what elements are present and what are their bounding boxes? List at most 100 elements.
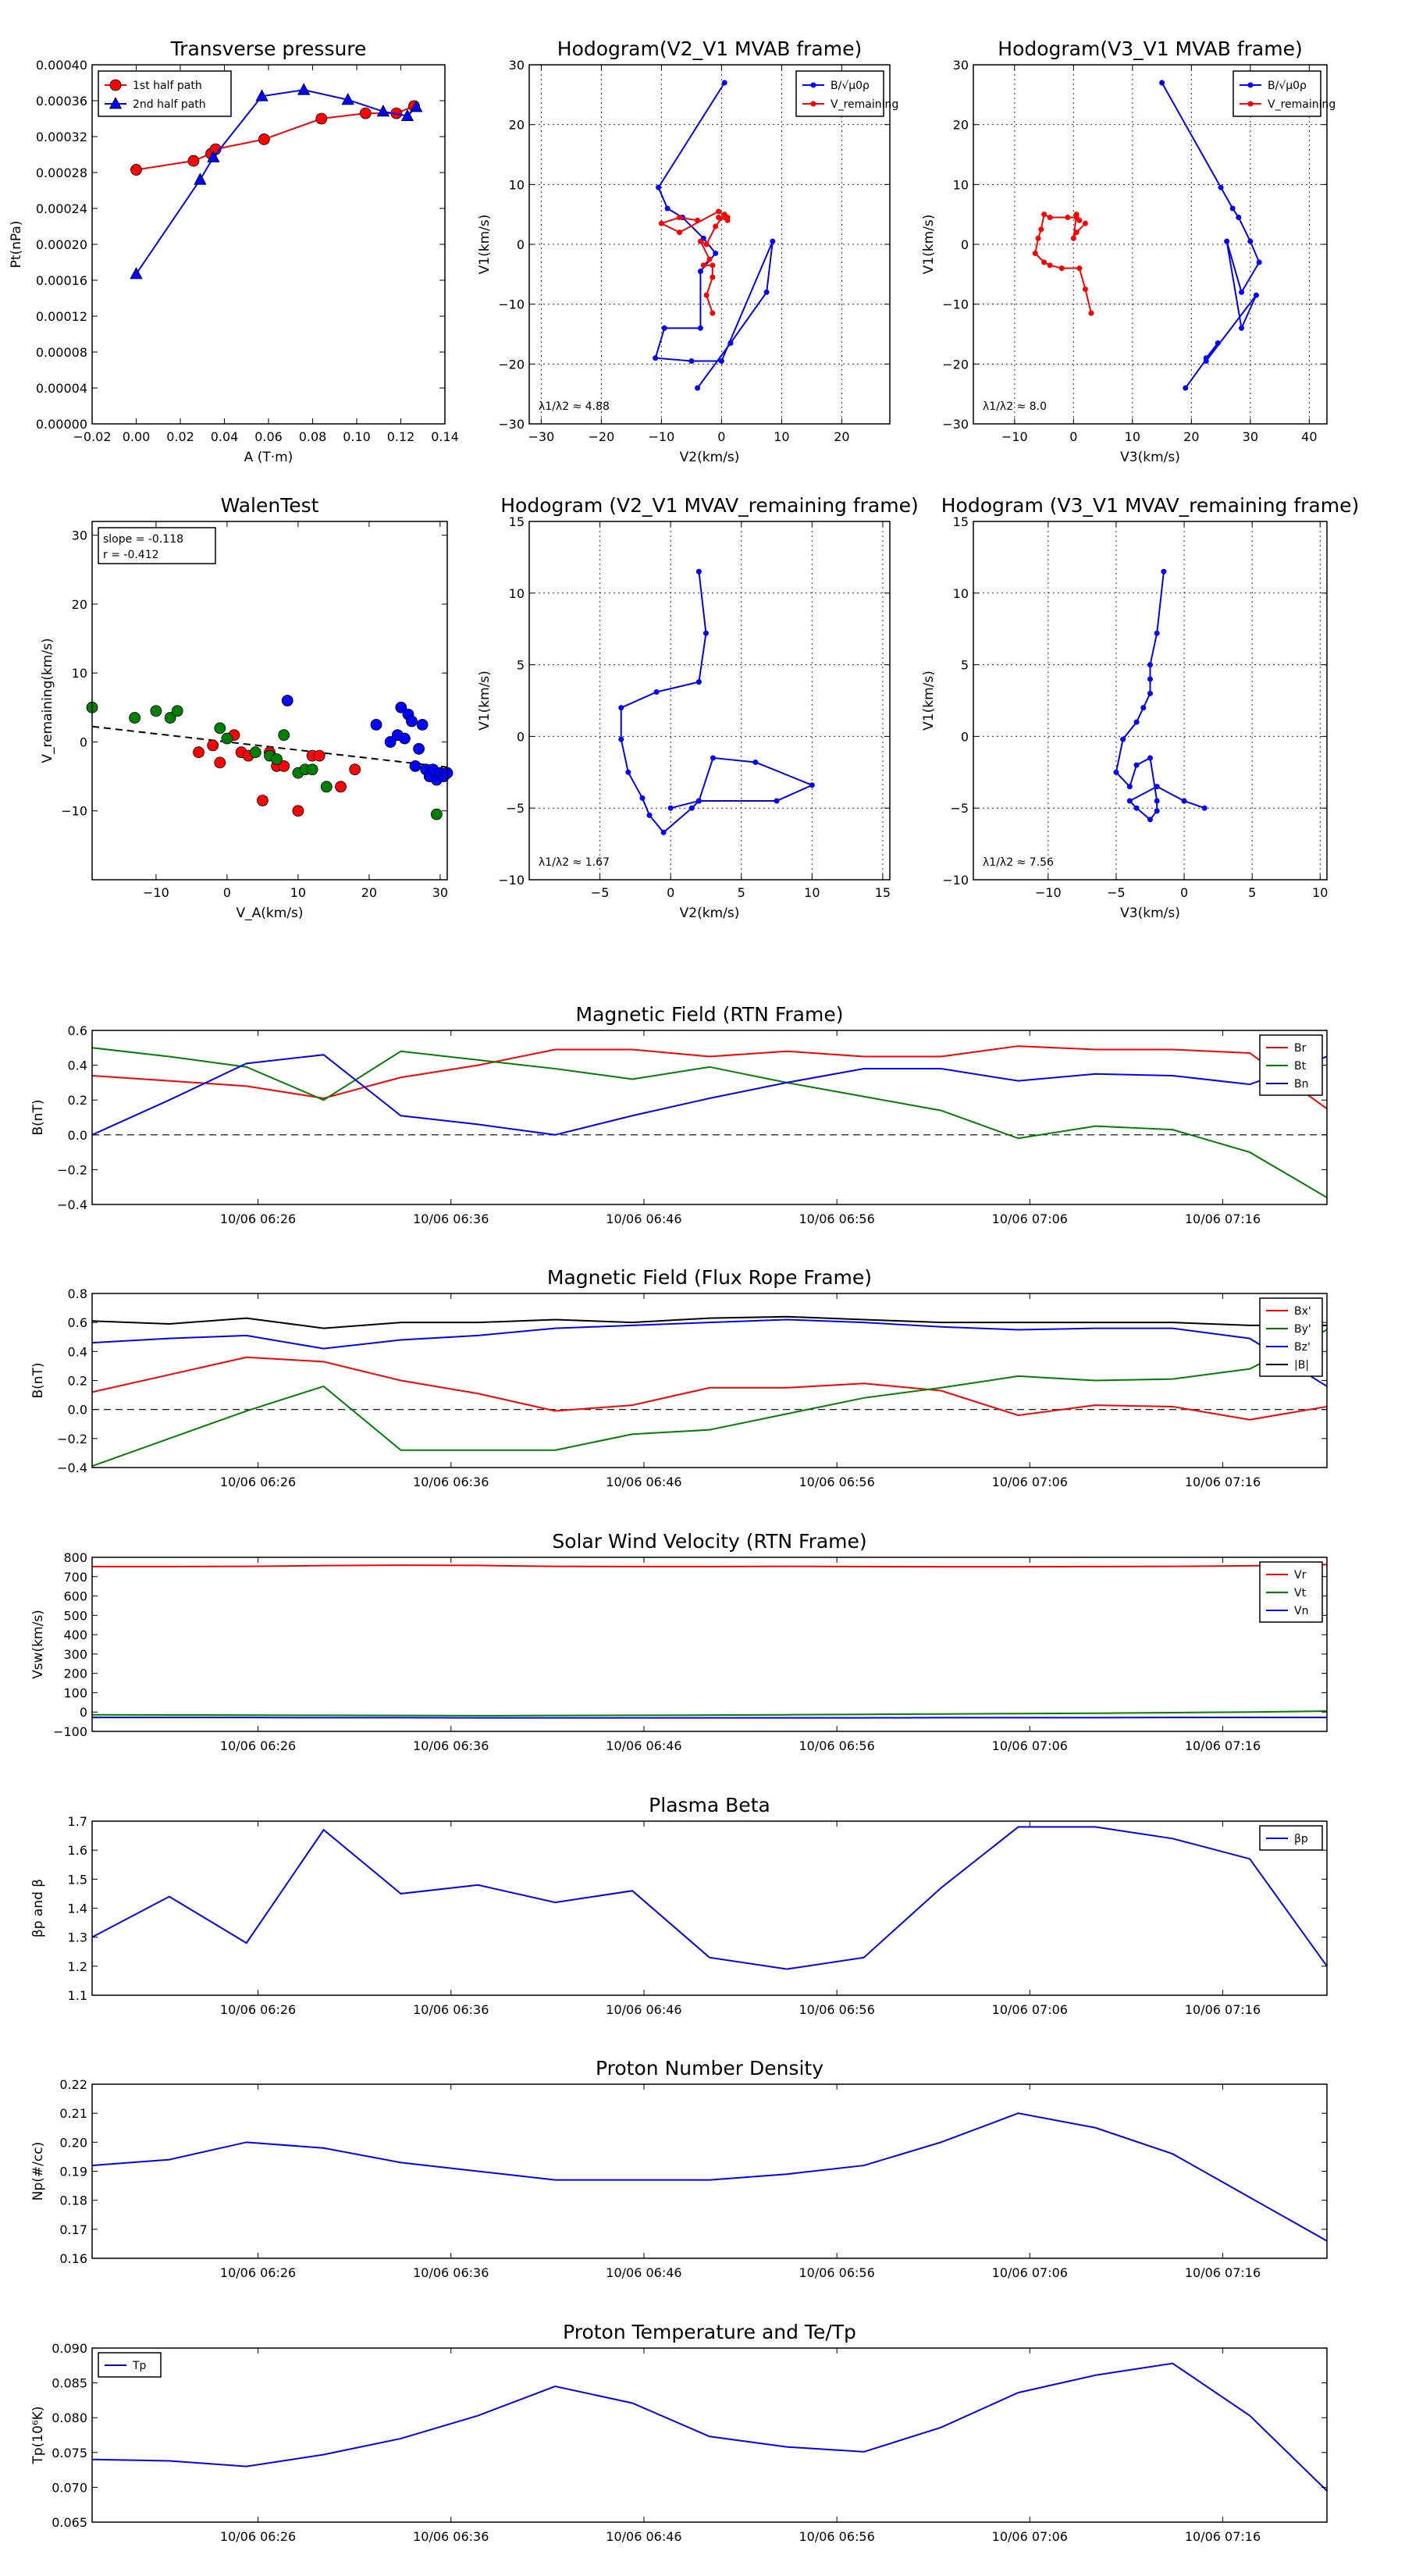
y-tick-label: −5 <box>950 801 969 816</box>
data-point <box>1203 355 1209 361</box>
axes-frame <box>91 1557 1328 1732</box>
x-tick-label: 10/06 06:26 <box>220 1475 296 1489</box>
x-axis-label: A (T·m) <box>244 450 293 465</box>
legend: Vr Vt Vn <box>1259 1561 1323 1623</box>
data-point <box>214 756 226 769</box>
y-tick-label: 0.00032 <box>36 130 87 144</box>
data-point <box>1041 259 1048 265</box>
data-point <box>1073 212 1080 218</box>
data-point <box>1133 762 1140 768</box>
y-tick-label: 0.090 <box>52 2341 87 2356</box>
data-point <box>335 781 347 793</box>
x-axis-label: V3(km/s) <box>1120 906 1180 921</box>
x-axis-label: V2(km/s) <box>680 906 740 921</box>
data-point <box>721 80 727 86</box>
axes-frame <box>528 521 891 881</box>
legend: Tp <box>98 2352 162 2378</box>
data-point <box>1161 568 1167 575</box>
x-tick-label: 10/06 06:56 <box>799 1212 874 1226</box>
x-tick-label: 10/06 06:56 <box>799 2002 874 2017</box>
chart-title: Magnetic Field (RTN Frame) <box>576 1003 844 1026</box>
x-tick-label: 20 <box>361 885 377 900</box>
y-tick-label: 0 <box>517 729 525 744</box>
axes-frame <box>91 2347 1328 2523</box>
y-axis-label: Pt(nPa) <box>9 221 24 269</box>
y-tick-label: 0.00012 <box>36 309 87 324</box>
data-point <box>194 173 207 185</box>
y-tick-label: 0.080 <box>52 2411 87 2425</box>
series-line-Vt <box>91 1710 1328 1717</box>
x-tick-label: 0 <box>223 885 231 900</box>
legend-label: 1st half path <box>133 80 202 92</box>
y-tick-label: 0.18 <box>59 2194 87 2208</box>
series-V_remaining <box>1032 212 1094 316</box>
y-tick-label: −5 <box>506 801 525 816</box>
y-tick-label: 0.21 <box>59 2106 87 2121</box>
series-blue <box>281 695 454 786</box>
y-tick-label: 500 <box>63 1608 87 1623</box>
y-tick-label: 600 <box>63 1589 87 1604</box>
data-point <box>661 325 667 331</box>
data-point <box>399 732 411 745</box>
data-point <box>129 712 141 724</box>
y-tick-label: 10 <box>509 177 525 192</box>
y-tick-label: 30 <box>72 528 87 543</box>
data-point <box>207 150 220 162</box>
data-point <box>1058 265 1065 272</box>
data-point <box>150 705 162 717</box>
data-point <box>625 769 631 775</box>
y-axis-label: V1(km/s) <box>477 671 493 731</box>
chart-title: Hodogram (V2_V1 MVAV_remaining frame) <box>500 494 919 517</box>
data-point <box>710 274 716 280</box>
y-axis-label: B(nT) <box>30 1362 46 1398</box>
data-point <box>639 795 646 801</box>
data-point <box>413 742 425 755</box>
x-tick-label: −10 <box>1001 429 1028 444</box>
y-tick-label: 5 <box>517 658 525 673</box>
data-point <box>1070 235 1076 241</box>
series-line-Vr <box>92 1564 1328 1568</box>
data-point <box>695 568 702 575</box>
data-point <box>653 688 660 695</box>
y-axis-label: V1(km/s) <box>921 215 937 275</box>
data-point <box>1126 784 1133 790</box>
series-B/√μ0ρ <box>653 80 776 391</box>
x-tick-label: 10/06 06:36 <box>413 2002 489 2017</box>
x-tick-label: 10/06 06:26 <box>220 2002 296 2017</box>
data-point <box>278 760 290 772</box>
data-point <box>664 205 670 212</box>
legend-marker <box>810 101 816 107</box>
data-point <box>695 798 702 804</box>
data-point <box>384 736 397 748</box>
x-tick-label: 10/06 06:26 <box>220 2529 296 2544</box>
data-point <box>1218 184 1224 190</box>
data-point <box>653 355 659 361</box>
y-tick-label: 10 <box>953 177 969 192</box>
data-point <box>400 109 414 121</box>
data-point <box>716 215 722 220</box>
data-point <box>1239 325 1245 331</box>
annotation-box <box>98 527 216 564</box>
chart-title: WalenTest <box>221 494 319 517</box>
annotation-text: slope = -0.118 <box>103 533 183 546</box>
y-tick-label: 0.2 <box>68 1374 87 1389</box>
data-point <box>1247 238 1254 244</box>
x-tick-label: 40 <box>1301 429 1317 444</box>
axes-frame <box>528 64 891 425</box>
legend: βp <box>1259 1825 1323 1851</box>
y-tick-label: 0.065 <box>52 2515 87 2530</box>
y-tick-label: 0.17 <box>59 2222 87 2237</box>
x-tick-label: 20 <box>834 429 849 444</box>
data-point <box>1140 705 1147 711</box>
y-tick-label: 200 <box>63 1667 87 1681</box>
data-point <box>713 251 719 256</box>
series-line <box>620 571 814 834</box>
y-tick-label: 0.00040 <box>36 58 87 73</box>
x-tick-label: 10/06 06:46 <box>606 2529 681 2544</box>
y-tick-label: 0.00028 <box>36 165 87 180</box>
y-tick-label: −0.4 <box>57 1197 87 1212</box>
axes-frame <box>91 1293 1328 1468</box>
data-point <box>688 358 695 364</box>
data-point <box>406 715 418 728</box>
data-point <box>710 310 716 316</box>
